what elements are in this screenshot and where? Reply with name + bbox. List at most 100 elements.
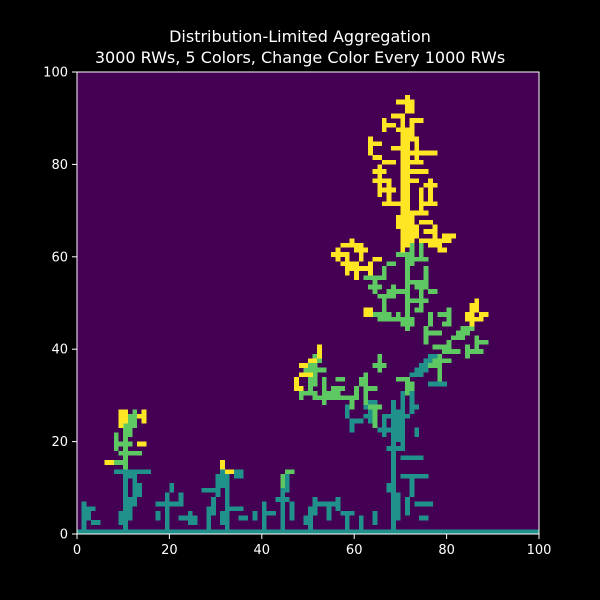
aggregate-cell bbox=[118, 409, 124, 415]
aggregate-cell bbox=[289, 510, 295, 516]
aggregate-cell bbox=[308, 515, 313, 521]
aggregate-cell bbox=[220, 469, 225, 475]
aggregate-cell bbox=[405, 210, 410, 216]
aggregate-cell bbox=[308, 520, 313, 525]
aggregate-cell bbox=[391, 450, 396, 456]
aggregate-cell bbox=[187, 529, 193, 535]
aggregate-cell bbox=[400, 316, 406, 322]
aggregate-cell bbox=[344, 524, 350, 530]
aggregate-cell bbox=[414, 210, 420, 216]
aggregate-cell bbox=[113, 432, 119, 438]
aggregate-cell bbox=[418, 205, 424, 211]
aggregate-cell bbox=[428, 150, 433, 156]
aggregate-cell bbox=[405, 99, 410, 105]
aggregate-cell bbox=[428, 238, 433, 244]
aggregate-cell bbox=[372, 256, 378, 262]
aggregate-cell bbox=[391, 432, 396, 438]
aggregate-cell bbox=[418, 242, 424, 248]
aggregate-cell bbox=[372, 515, 378, 521]
aggregate-cell bbox=[317, 349, 323, 354]
aggregate-cell bbox=[409, 390, 415, 396]
aggregate-cell bbox=[451, 349, 456, 354]
aggregate-cell bbox=[257, 529, 262, 535]
aggregate-cell bbox=[423, 363, 429, 368]
aggregate-cell bbox=[298, 390, 304, 396]
aggregate-cell bbox=[400, 390, 406, 396]
aggregate-cell bbox=[409, 381, 415, 387]
aggregate-cell bbox=[428, 363, 433, 368]
aggregate-cell bbox=[502, 529, 507, 535]
aggregate-cell bbox=[354, 418, 359, 424]
aggregate-cell bbox=[312, 529, 318, 535]
aggregate-cell bbox=[109, 460, 115, 465]
aggregate-cell bbox=[150, 529, 156, 535]
aggregate-cell bbox=[368, 404, 373, 410]
aggregate-cell bbox=[224, 478, 230, 484]
aggregate-cell bbox=[123, 427, 128, 433]
aggregate-cell bbox=[123, 520, 128, 525]
aggregate-cell bbox=[289, 469, 295, 475]
aggregate-cell bbox=[386, 187, 392, 193]
aggregate-cell bbox=[312, 358, 318, 364]
aggregate-cell bbox=[123, 418, 128, 424]
aggregate-cell bbox=[381, 127, 387, 133]
aggregate-cell bbox=[414, 427, 420, 433]
aggregate-cell bbox=[405, 386, 410, 391]
aggregate-cell bbox=[423, 279, 429, 285]
aggregate-cell bbox=[391, 418, 396, 424]
aggregate-cell bbox=[321, 400, 327, 405]
aggregate-cell bbox=[414, 404, 420, 410]
aggregate-cell bbox=[289, 529, 295, 535]
aggregate-cell bbox=[358, 515, 364, 521]
aggregate-cell bbox=[409, 118, 415, 123]
aggregate-cell bbox=[312, 353, 318, 359]
aggregate-cell bbox=[335, 390, 341, 396]
aggregate-cell bbox=[127, 413, 133, 419]
aggregate-cell bbox=[386, 413, 392, 419]
aggregate-cell bbox=[423, 150, 429, 156]
aggregate-cell bbox=[400, 173, 406, 179]
aggregate-cell bbox=[423, 501, 429, 507]
aggregate-cell bbox=[391, 122, 396, 128]
aggregate-cell bbox=[414, 298, 420, 304]
aggregate-cell bbox=[377, 141, 383, 147]
aggregate-cell bbox=[405, 279, 410, 285]
aggregate-cell bbox=[224, 515, 230, 521]
aggregate-cell bbox=[423, 298, 429, 304]
aggregate-cell bbox=[405, 219, 410, 225]
aggregate-cell bbox=[405, 141, 410, 147]
aggregate-cell bbox=[335, 497, 341, 502]
aggregate-cell bbox=[252, 529, 258, 535]
aggregate-cell bbox=[418, 455, 424, 461]
aggregate-cell bbox=[90, 529, 96, 535]
aggregate-cell bbox=[409, 178, 415, 184]
aggregate-cell bbox=[169, 501, 175, 507]
aggregate-cell bbox=[368, 150, 373, 156]
aggregate-cell bbox=[418, 279, 424, 285]
aggregate-cell bbox=[118, 441, 124, 447]
aggregate-cell bbox=[400, 395, 406, 401]
aggregate-cell bbox=[391, 316, 396, 322]
aggregate-cell bbox=[395, 376, 401, 382]
aggregate-cell bbox=[238, 473, 244, 479]
aggregate-cell bbox=[446, 529, 452, 535]
aggregate-cell bbox=[164, 524, 170, 530]
aggregate-cell bbox=[303, 520, 309, 525]
aggregate-cell bbox=[469, 326, 475, 331]
aggregate-cell bbox=[187, 515, 193, 521]
aggregate-cell bbox=[381, 159, 387, 165]
aggregate-cell bbox=[418, 256, 424, 262]
aggregate-cell bbox=[381, 187, 387, 193]
aggregate-cell bbox=[123, 497, 128, 502]
aggregate-cell bbox=[418, 187, 424, 193]
aggregate-cell bbox=[391, 159, 396, 165]
aggregate-cell bbox=[201, 529, 207, 535]
aggregate-cell bbox=[155, 501, 161, 507]
aggregate-cell bbox=[423, 270, 429, 276]
aggregate-cell bbox=[469, 349, 475, 354]
aggregate-cell bbox=[280, 473, 286, 479]
aggregate-cell bbox=[377, 164, 383, 170]
aggregate-cell bbox=[344, 520, 350, 525]
aggregate-cell bbox=[321, 367, 327, 373]
aggregate-cell bbox=[405, 501, 410, 507]
